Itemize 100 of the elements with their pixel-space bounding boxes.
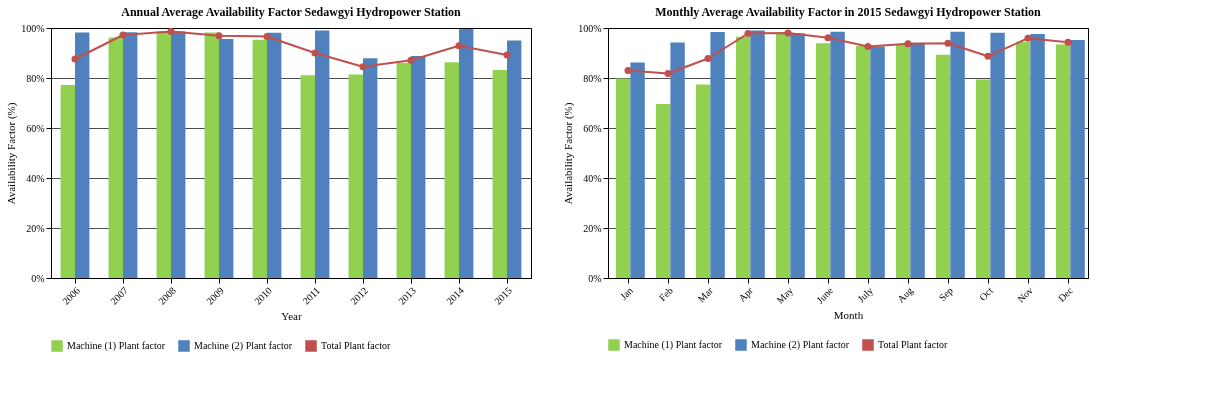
bar xyxy=(204,32,219,278)
x-tick-label: June xyxy=(814,284,836,306)
bar xyxy=(670,42,685,278)
point xyxy=(784,29,792,37)
y-axis-title: Availability Factor (%) xyxy=(5,102,19,205)
bar xyxy=(656,104,671,278)
y-tick-label: 0% xyxy=(588,272,602,284)
point xyxy=(1024,34,1032,42)
bar xyxy=(315,30,330,278)
y-tick-label: 20% xyxy=(26,222,45,234)
bar xyxy=(950,31,965,278)
point xyxy=(984,52,992,60)
chart-title: Annual Average Availability Factor Sedawgyi Hydropower Station xyxy=(121,5,462,19)
point xyxy=(624,66,632,75)
legend-label: Machine (1) Plant factor xyxy=(67,340,166,352)
y-tick-label: 0% xyxy=(31,272,45,284)
bar xyxy=(492,70,507,278)
y-tick-label: 20% xyxy=(583,222,602,234)
legend-label: Machine (2) Plant factor xyxy=(194,340,293,352)
bar xyxy=(252,39,267,278)
x-tick-label: May xyxy=(774,284,796,306)
x-tick-label: Nov xyxy=(1015,284,1036,305)
point xyxy=(263,32,271,41)
x-tick-label: Sep xyxy=(936,284,956,304)
bar xyxy=(507,40,522,278)
point xyxy=(904,40,912,48)
point xyxy=(167,27,175,36)
y-tick-label: 60% xyxy=(583,122,602,134)
bar xyxy=(123,32,138,278)
bar xyxy=(910,42,925,278)
y-tick-label: 100% xyxy=(578,22,602,34)
chart-title: Monthly Average Availability Factor in 2015 Sedawgyi Hydropower Station xyxy=(655,5,1042,19)
x-tick-label: 2011 xyxy=(300,284,323,307)
bar xyxy=(444,62,459,278)
bar xyxy=(856,46,871,278)
bar xyxy=(363,58,378,278)
bar xyxy=(776,32,791,278)
x-tick-label: July xyxy=(855,284,876,305)
bar xyxy=(267,32,282,278)
bar xyxy=(976,79,991,278)
legend-label: Machine (1) Plant factor xyxy=(624,339,723,351)
bar xyxy=(790,33,805,278)
bar xyxy=(710,32,725,278)
point xyxy=(359,63,367,71)
y-tick-label: 40% xyxy=(583,172,602,184)
bar xyxy=(219,39,234,278)
legend-label: Total Plant factor xyxy=(321,340,391,351)
point xyxy=(215,32,223,40)
point xyxy=(1064,38,1072,46)
bar xyxy=(630,62,645,278)
bar xyxy=(616,78,631,278)
x-tick-label: Feb xyxy=(656,284,676,304)
point xyxy=(455,42,463,50)
y-tick-label: 80% xyxy=(26,72,45,84)
bar xyxy=(156,31,171,278)
bar xyxy=(1030,34,1045,278)
y-tick-label: 40% xyxy=(26,172,45,184)
y-axis-title: Availability Factor (%) xyxy=(562,102,576,205)
x-tick-label: Jan xyxy=(617,284,636,303)
bar xyxy=(696,84,711,278)
point xyxy=(664,69,672,78)
bar xyxy=(108,37,123,278)
bar xyxy=(736,36,751,278)
bar xyxy=(396,62,411,278)
point xyxy=(744,29,752,38)
bar xyxy=(830,31,845,278)
x-tick-label: Dec xyxy=(1055,284,1076,304)
bar xyxy=(990,32,1005,278)
point xyxy=(864,42,872,51)
bar xyxy=(936,54,951,278)
bar xyxy=(1016,42,1031,278)
bar xyxy=(1056,44,1071,278)
point xyxy=(824,34,832,42)
bar xyxy=(1070,40,1085,278)
x-tick-label: Oct xyxy=(977,284,996,303)
bar xyxy=(459,29,474,278)
x-axis-title: Year xyxy=(281,309,302,322)
y-tick-label: 60% xyxy=(26,122,45,134)
bar xyxy=(750,30,765,278)
point xyxy=(944,39,952,47)
bar xyxy=(816,43,831,278)
bar xyxy=(171,31,186,278)
legend-label: Total Plant factor xyxy=(878,339,948,350)
bar xyxy=(300,75,315,278)
x-axis-title: Month xyxy=(833,308,864,321)
legend-label: Machine (2) Plant factor xyxy=(751,339,850,351)
point xyxy=(704,54,712,63)
x-tick-label: Aug xyxy=(895,284,916,305)
point xyxy=(311,49,319,57)
bar xyxy=(60,85,75,278)
y-tick-label: 80% xyxy=(583,72,602,84)
x-tick-label: Mar xyxy=(695,284,716,305)
bar xyxy=(896,44,911,278)
point xyxy=(503,51,511,59)
bar xyxy=(870,46,885,278)
point xyxy=(119,31,127,39)
bar xyxy=(348,74,363,278)
y-tick-label: 100% xyxy=(21,22,45,34)
bar xyxy=(75,32,90,278)
point xyxy=(71,55,79,63)
